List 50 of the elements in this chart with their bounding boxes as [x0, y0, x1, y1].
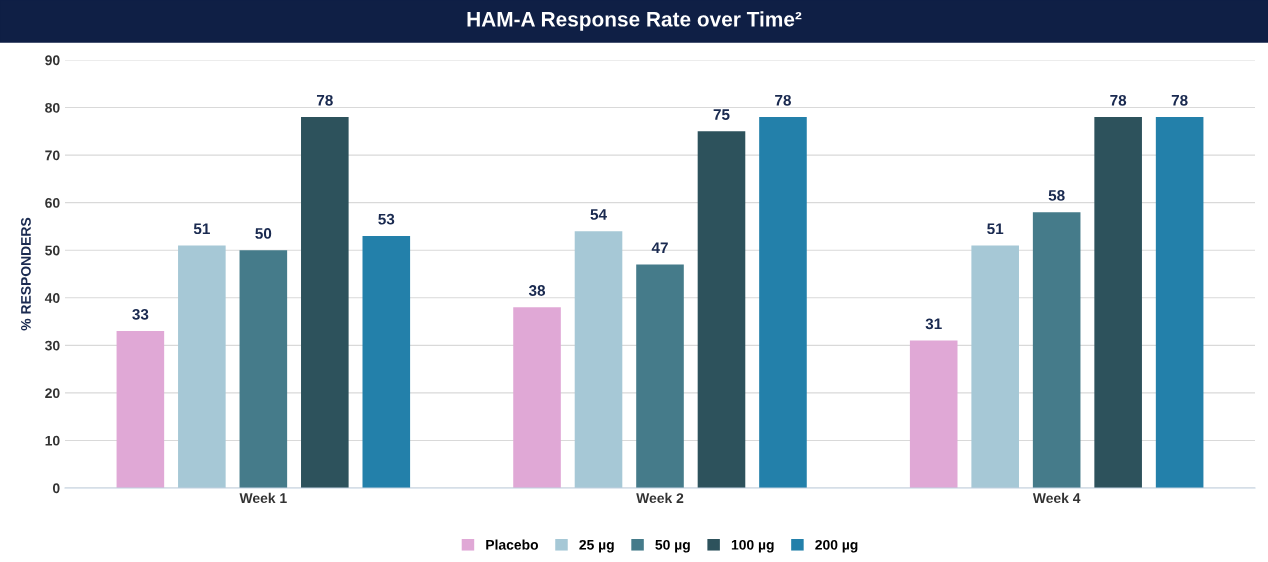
data-label: 38 — [528, 285, 546, 296]
bar — [971, 245, 1019, 488]
legend-label: 200 µg — [815, 539, 858, 553]
legend-label: 100 µg — [731, 539, 774, 553]
y-tick-label: 90 — [45, 55, 60, 66]
y-tick-label: 70 — [45, 150, 60, 161]
data-label: 54 — [590, 209, 607, 220]
y-tick-label: 60 — [45, 198, 60, 208]
y-tick-label: 10 — [45, 435, 60, 446]
y-tick-label: 30 — [45, 340, 60, 351]
bar — [301, 117, 349, 488]
x-tick-label: Week 1 — [239, 492, 287, 504]
data-label: 58 — [1048, 190, 1065, 201]
legend-label: 25 µg — [579, 539, 614, 553]
legend-label: 50 µg — [655, 539, 690, 553]
y-tick-label: 80 — [45, 102, 60, 113]
bar — [178, 245, 226, 488]
y-axis-title: % RESPONDERS — [21, 217, 31, 331]
data-label: 51 — [193, 223, 210, 235]
data-label: 75 — [713, 109, 730, 120]
bar — [1155, 117, 1204, 488]
bar — [574, 231, 623, 488]
y-tick-label: 20 — [45, 388, 60, 399]
data-label: 78 — [775, 94, 791, 106]
data-label: 53 — [378, 213, 395, 225]
bar — [909, 340, 958, 488]
bar — [697, 131, 746, 488]
bar — [636, 264, 684, 488]
data-label: 31 — [925, 318, 942, 330]
data-label: 47 — [651, 242, 668, 253]
data-label: 78 — [1171, 94, 1188, 106]
bar — [1094, 117, 1142, 488]
data-label: 51 — [987, 223, 1004, 235]
y-tick-label: 40 — [44, 293, 60, 303]
data-label: 78 — [1110, 94, 1127, 106]
data-label: 50 — [255, 228, 272, 239]
bar — [239, 250, 288, 488]
bar — [116, 331, 165, 488]
bar — [1032, 212, 1081, 488]
bar — [759, 117, 807, 488]
chart-title: HAM-A Response Rate over Time² — [467, 11, 802, 31]
bar — [513, 307, 561, 488]
x-tick-label: Week 2 — [636, 492, 684, 504]
y-tick-label: 0 — [52, 483, 60, 494]
x-tick-label: Week 4 — [1032, 492, 1081, 504]
bar — [362, 235, 411, 488]
data-label: 33 — [132, 308, 149, 320]
y-tick-label: 50 — [45, 245, 60, 256]
data-label: 78 — [316, 94, 333, 106]
legend-label: Placebo — [486, 539, 539, 550]
